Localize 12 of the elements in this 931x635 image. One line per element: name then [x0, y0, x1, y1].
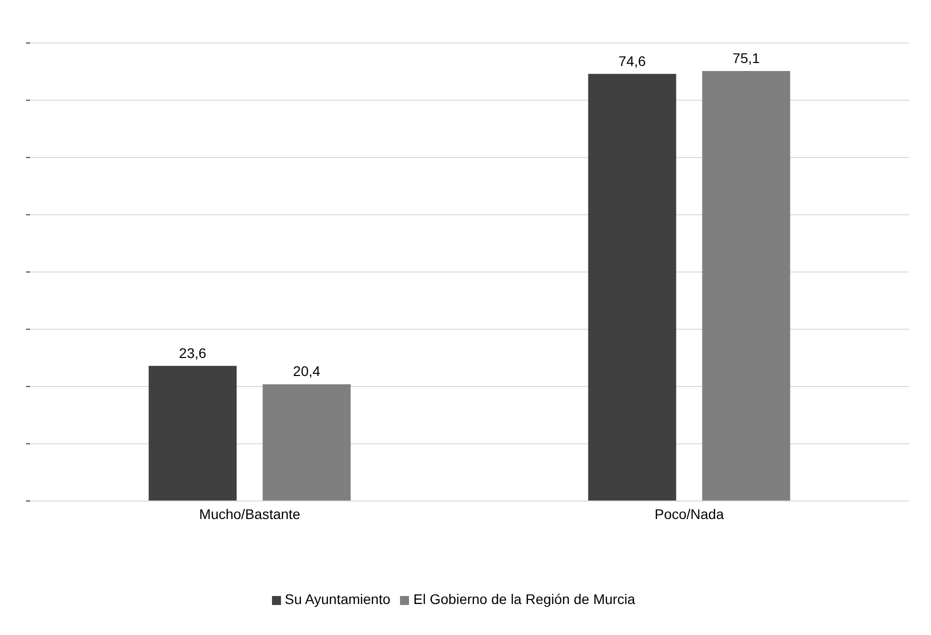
bar: [148, 366, 237, 501]
bar: [702, 71, 790, 501]
data-label: 74,6: [618, 52, 646, 69]
bar: [588, 74, 676, 501]
data-label: 75,1: [732, 50, 760, 66]
legend-label: Su Ayuntamiento: [284, 591, 390, 607]
x-tick-label: Mucho/Bastante: [199, 506, 301, 522]
bar: [262, 384, 351, 501]
legend-label: El Gobierno de la Región de Murcia: [413, 591, 636, 607]
data-label: 23,6: [179, 344, 206, 361]
x-tick-label: Poco/Nada: [654, 506, 724, 522]
data-label: 20,4: [293, 363, 320, 380]
